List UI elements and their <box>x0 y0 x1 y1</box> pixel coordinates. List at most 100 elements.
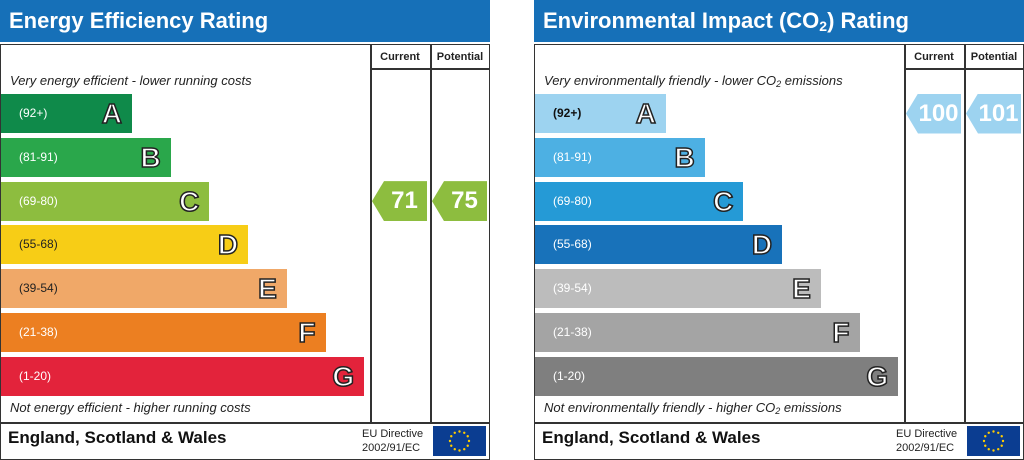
rating-band-d: (55-68) D <box>1 225 249 265</box>
eu-flag-icon <box>967 426 1020 456</box>
rating-band-f: (21-38) F <box>1 313 326 352</box>
rating-band-g: (1-20) G <box>535 356 899 396</box>
eu-star <box>467 439 471 443</box>
band-range-label: (81-91) <box>19 149 58 164</box>
eu-star <box>458 430 461 433</box>
band-range-label: (55-68) <box>19 237 58 252</box>
band-letter: C <box>712 185 734 218</box>
column-divider <box>904 44 906 423</box>
potential-rating-arrow: 75 <box>432 181 487 222</box>
header-divider <box>904 68 1024 70</box>
band-letter: G <box>332 360 355 393</box>
bottom-note: Not environmentally friendly - higher CO… <box>544 400 842 416</box>
eu-star <box>1000 435 1003 438</box>
eu-star <box>1000 444 1003 447</box>
directive-line: 2002/91/EC <box>362 442 421 454</box>
band-range-label: (92+) <box>19 106 48 120</box>
current-rating-value: 71 <box>391 187 418 215</box>
band-letter: F <box>832 316 851 349</box>
eu-directive-label: EU Directive 2002/91/EC <box>896 427 966 455</box>
band-range-label: (39-54) <box>553 281 592 296</box>
country-label: England, Scotland & Wales <box>542 428 761 447</box>
eu-star <box>463 448 466 451</box>
column-divider <box>370 44 372 423</box>
current-rating-arrow: 100 <box>906 93 961 134</box>
country-label: England, Scotland & Wales <box>8 428 227 447</box>
note-text: Very environmentally friendly - lower CO <box>544 73 777 88</box>
top-note: Very environmentally friendly - lower CO… <box>544 73 843 89</box>
rating-band-b: (81-91) B <box>1 137 171 177</box>
eu-directive-label: EU Directive 2002/91/EC <box>362 427 432 455</box>
eu-star <box>992 449 995 452</box>
column-divider <box>430 44 432 423</box>
column-divider <box>964 44 966 423</box>
rating-band-b: (81-91) B <box>535 137 705 177</box>
directive-line: EU Directive <box>896 428 958 440</box>
footer-divider <box>0 422 490 424</box>
band-range-label: (69-80) <box>553 193 592 208</box>
eu-star <box>987 448 990 451</box>
title-text: ) Rating <box>827 8 909 33</box>
potential-rating-arrow: 101 <box>966 93 1021 134</box>
energy-efficiency-panel: Energy Efficiency Rating Current Potenti… <box>0 0 490 460</box>
eu-star <box>997 431 1000 434</box>
potential-column-header: Potential <box>436 51 484 63</box>
eu-star <box>466 435 469 438</box>
band-letter: A <box>635 97 657 130</box>
current-column-header: Current <box>380 51 420 63</box>
rating-band-a: (92+) A <box>1 94 132 133</box>
eu-flag-icon <box>433 426 486 456</box>
potential-column-header: Potential <box>970 51 1018 63</box>
potential-rating-value: 101 <box>978 99 1019 127</box>
rating-band-c: (69-80) C <box>535 181 744 221</box>
note-text: emissions <box>781 73 843 88</box>
environmental-impact-panel: Environmental Impact (CO2) Rating Curren… <box>534 0 1024 460</box>
eu-star <box>1001 439 1005 443</box>
band-letter: A <box>101 97 123 130</box>
eu-star <box>987 431 990 434</box>
eu-star <box>466 444 469 447</box>
panel-title: Energy Efficiency Rating <box>0 0 490 42</box>
eu-star <box>984 444 987 447</box>
band-range-label: (92+) <box>553 106 582 120</box>
eu-star <box>982 439 986 443</box>
header-divider <box>370 68 490 70</box>
eu-star <box>997 448 1000 451</box>
current-rating-arrow: 71 <box>372 181 427 222</box>
band-letter: F <box>298 316 317 349</box>
band-range-label: (69-80) <box>19 193 58 208</box>
directive-line: EU Directive <box>362 428 424 440</box>
band-range-label: (39-54) <box>19 281 58 296</box>
eu-star <box>453 448 456 451</box>
rating-band-c: (69-80) C <box>1 181 210 221</box>
potential-rating-value: 75 <box>451 187 478 215</box>
footer-divider <box>534 422 1024 424</box>
band-range-label: (21-38) <box>553 325 592 339</box>
eu-star <box>458 449 461 452</box>
band-letter: B <box>674 141 696 174</box>
rating-band-e: (39-54) E <box>1 269 287 309</box>
note-subscript: 2 <box>776 79 782 89</box>
band-letter: E <box>257 272 277 305</box>
eu-star <box>450 435 453 438</box>
rating-band-g: (1-20) G <box>1 356 365 396</box>
note-text: emissions <box>780 400 842 415</box>
band-letter: D <box>751 229 773 262</box>
directive-line: 2002/91/EC <box>896 442 955 454</box>
eu-star <box>450 444 453 447</box>
eu-star <box>463 431 466 434</box>
note-text: Not environmentally friendly - higher CO <box>544 400 776 415</box>
band-letter: G <box>866 360 889 393</box>
eu-star <box>448 439 452 443</box>
eu-star <box>984 435 987 438</box>
top-note: Very energy efficient - lower running co… <box>10 73 252 88</box>
rating-band-e: (39-54) E <box>535 269 821 309</box>
current-rating-value: 100 <box>918 99 959 127</box>
band-range-label: (21-38) <box>19 325 58 339</box>
band-range-label: (1-20) <box>19 368 52 383</box>
current-column-header: Current <box>914 51 954 63</box>
band-range-label: (1-20) <box>553 368 586 383</box>
eu-star <box>453 431 456 434</box>
band-letter: E <box>791 272 811 305</box>
band-letter: D <box>217 229 239 262</box>
